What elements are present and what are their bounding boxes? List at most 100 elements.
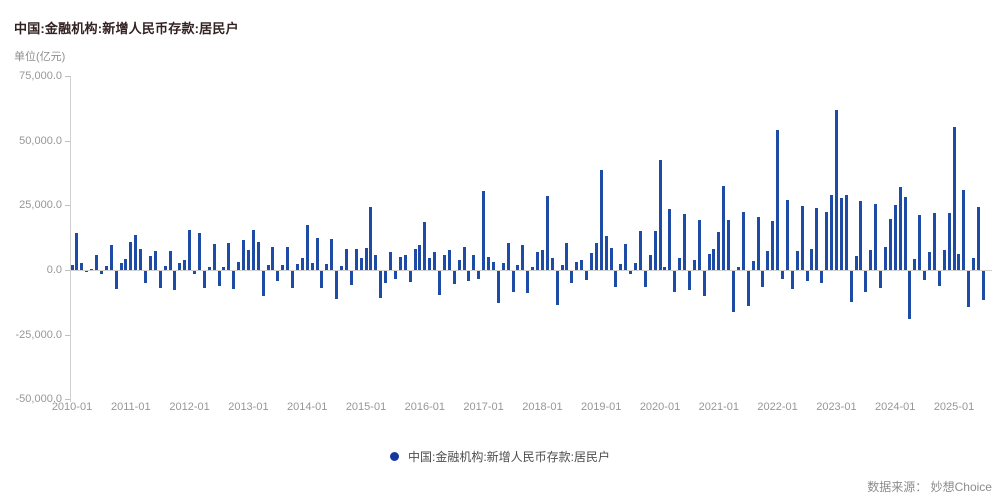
bar-2024-12[interactable] [947, 213, 951, 270]
bar-2016-02[interactable] [428, 258, 432, 270]
bar-2017-08[interactable] [516, 265, 520, 270]
bar-2020-02[interactable] [663, 266, 667, 270]
bar-2016-07[interactable] [452, 271, 456, 285]
bar-2016-12[interactable] [477, 271, 481, 280]
bar-2013-07[interactable] [276, 271, 280, 282]
bar-2023-09[interactable] [874, 203, 878, 270]
bar-2024-02[interactable] [898, 187, 902, 270]
bar-2019-03[interactable] [609, 247, 613, 270]
bar-2023-10[interactable] [879, 271, 882, 288]
bar-2015-11[interactable] [413, 249, 417, 270]
bar-2025-01[interactable] [952, 127, 956, 270]
bar-2011-04[interactable] [144, 271, 147, 284]
bar-2013-05[interactable] [266, 264, 270, 270]
bar-2014-06[interactable] [330, 239, 334, 270]
bar-2017-04[interactable] [496, 271, 500, 303]
bar-2015-02[interactable] [369, 206, 373, 270]
bar-2023-11[interactable] [883, 246, 887, 270]
bar-2022-06[interactable] [800, 206, 804, 270]
bar-2018-06[interactable] [565, 243, 569, 270]
bar-2012-08[interactable] [222, 266, 226, 270]
bar-2021-01[interactable] [717, 231, 721, 270]
bar-2010-04[interactable] [85, 271, 89, 272]
bar-2024-06[interactable] [918, 214, 922, 270]
bar-2016-03[interactable] [433, 251, 437, 270]
bar-2017-11[interactable] [531, 266, 535, 270]
bar-2022-03[interactable] [785, 200, 789, 270]
bar-2018-01[interactable] [540, 250, 544, 270]
bar-2023-08[interactable] [869, 249, 873, 270]
bar-2024-09[interactable] [932, 213, 936, 270]
bar-2010-11[interactable] [119, 263, 123, 270]
bar-2015-03[interactable] [374, 255, 378, 270]
bar-2016-09[interactable] [462, 246, 466, 270]
bar-2015-04[interactable] [379, 271, 383, 299]
bar-2019-06[interactable] [624, 244, 628, 270]
bar-2019-07[interactable] [629, 271, 633, 274]
bar-2023-07[interactable] [864, 271, 868, 292]
bar-2022-09[interactable] [815, 208, 819, 270]
bar-2011-11[interactable] [178, 262, 182, 270]
bar-2021-02[interactable] [722, 185, 726, 270]
bar-2012-10[interactable] [232, 271, 236, 290]
bar-2014-09[interactable] [344, 248, 348, 270]
bar-2013-03[interactable] [256, 241, 260, 270]
bar-2015-12[interactable] [418, 245, 422, 270]
bar-2023-03[interactable] [844, 194, 848, 270]
bar-2018-08[interactable] [575, 261, 579, 270]
bar-2012-12[interactable] [242, 240, 245, 270]
bar-2022-05[interactable] [795, 250, 799, 270]
bar-2010-01[interactable] [70, 265, 74, 270]
bar-2025-03[interactable] [962, 190, 966, 270]
bar-2010-10[interactable] [114, 271, 118, 290]
bar-2017-05[interactable] [501, 263, 505, 270]
bar-2014-05[interactable] [325, 264, 329, 270]
bar-2018-05[interactable] [560, 265, 564, 270]
bar-2023-06[interactable] [859, 200, 863, 270]
bar-2011-07[interactable] [158, 271, 162, 289]
legend-item[interactable]: 中国:金融机构:新增人民币存款:居民户 [389, 448, 610, 465]
bar-2014-07[interactable] [335, 271, 339, 299]
bar-2018-04[interactable] [555, 271, 559, 306]
bar-2016-01[interactable] [423, 221, 427, 270]
bar-2010-03[interactable] [80, 262, 84, 270]
bar-2016-08[interactable] [457, 260, 461, 270]
bar-2022-04[interactable] [790, 271, 794, 290]
bar-2015-07[interactable] [393, 271, 397, 280]
bar-2015-05[interactable] [384, 271, 388, 283]
bar-2010-12[interactable] [124, 258, 128, 270]
bar-2019-11[interactable] [648, 255, 652, 270]
bar-2016-06[interactable] [447, 250, 451, 270]
bar-2020-07[interactable] [687, 271, 691, 290]
bar-2023-02[interactable] [839, 197, 843, 270]
bar-2024-05[interactable] [913, 259, 917, 270]
bar-2014-10[interactable] [349, 271, 353, 285]
bar-2025-06[interactable] [977, 207, 980, 270]
bar-2016-05[interactable] [442, 255, 446, 270]
bar-2013-04[interactable] [261, 271, 265, 296]
bar-2010-07[interactable] [99, 271, 103, 274]
bar-2021-11[interactable] [766, 251, 770, 270]
bar-2017-07[interactable] [511, 271, 515, 292]
bar-2015-09[interactable] [403, 254, 407, 270]
bar-2015-10[interactable] [408, 271, 412, 282]
bar-2014-03[interactable] [315, 238, 319, 270]
bar-2017-09[interactable] [521, 245, 525, 270]
bar-2014-04[interactable] [320, 271, 324, 288]
bar-2020-01[interactable] [658, 160, 662, 270]
bar-2021-06[interactable] [741, 212, 745, 270]
bar-2022-02[interactable] [781, 271, 784, 279]
bar-2014-08[interactable] [340, 265, 343, 270]
bar-2012-04[interactable] [202, 271, 206, 288]
bar-2012-05[interactable] [207, 266, 211, 270]
bar-2024-10[interactable] [937, 271, 941, 286]
bar-2025-02[interactable] [957, 254, 961, 270]
bar-2015-08[interactable] [398, 256, 402, 270]
bar-2025-07[interactable] [981, 271, 985, 300]
bar-2013-01[interactable] [246, 250, 250, 270]
bar-2013-11[interactable] [295, 263, 299, 270]
bar-2014-12[interactable] [359, 258, 363, 270]
bar-2017-03[interactable] [491, 262, 495, 270]
bar-2016-04[interactable] [438, 271, 441, 295]
bar-2019-12[interactable] [653, 231, 657, 270]
